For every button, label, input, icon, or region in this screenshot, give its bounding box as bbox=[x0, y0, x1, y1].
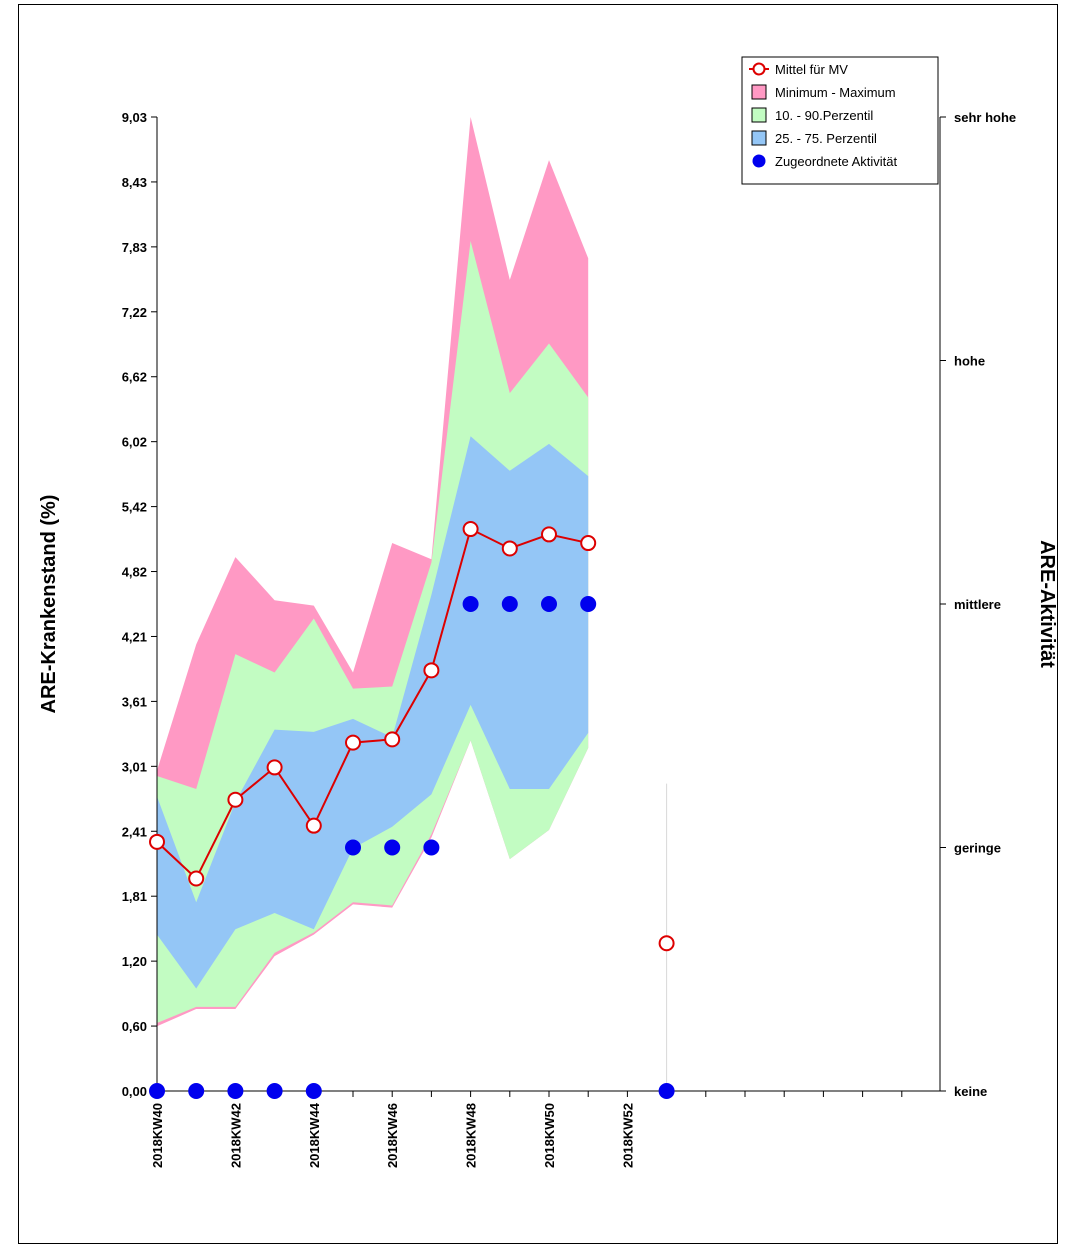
mean-series bbox=[149, 521, 675, 952]
y2-tick-label: sehr hohe bbox=[954, 110, 1016, 125]
legend-mean-marker bbox=[752, 62, 766, 76]
mean-point bbox=[149, 833, 165, 850]
y-tick-label: 6,62 bbox=[122, 370, 147, 385]
mean-point bbox=[541, 526, 557, 543]
mean-point bbox=[462, 521, 479, 538]
mean-point bbox=[266, 759, 283, 776]
x-tick-label: 2018KW50 bbox=[542, 1103, 557, 1168]
legend-label: Mittel für MV bbox=[775, 62, 848, 77]
legend-swatch-p10_90 bbox=[751, 107, 767, 123]
legend-activity-marker bbox=[752, 154, 766, 168]
mean-point bbox=[384, 731, 401, 748]
y-tick-label: 4,21 bbox=[122, 629, 147, 644]
y-tick-label: 0,60 bbox=[122, 1019, 147, 1034]
legend-label: 25. - 75. Perzentil bbox=[775, 131, 877, 146]
activity-point bbox=[541, 596, 557, 612]
y-tick-label: 8,43 bbox=[122, 175, 147, 190]
activity-point bbox=[501, 596, 518, 612]
x-tick-label: 2018KW52 bbox=[620, 1103, 635, 1168]
y-tick-label: 4,82 bbox=[122, 565, 147, 580]
x-tick-label: 2018KW48 bbox=[464, 1103, 479, 1168]
x-tick-label: 2018KW46 bbox=[385, 1103, 400, 1168]
activity-point bbox=[658, 1083, 675, 1099]
activity-series bbox=[149, 596, 675, 1099]
activity-point bbox=[305, 1083, 322, 1099]
y2-tick-label: mittlere bbox=[954, 597, 1001, 612]
legend-label: Zugeordnete Aktivität bbox=[775, 154, 898, 169]
legend-label: Minimum - Maximum bbox=[775, 85, 896, 100]
y-tick-label: 7,83 bbox=[122, 240, 147, 255]
mean-point bbox=[658, 935, 675, 952]
y-tick-label: 0,00 bbox=[122, 1084, 147, 1099]
mean-point bbox=[580, 535, 597, 552]
y-tick-label: 9,03 bbox=[122, 110, 147, 125]
legend: Mittel für MV Minimum - Maximum 10. - 90.P… bbox=[741, 56, 939, 185]
activity-point bbox=[227, 1083, 244, 1099]
y2-axis-title: ARE-Aktivität bbox=[1036, 540, 1058, 668]
y-tick-label: 5,42 bbox=[122, 500, 147, 515]
mean-point bbox=[345, 734, 361, 751]
legend-label: 10. - 90.Perzentil bbox=[775, 108, 873, 123]
x-tick-label: 2018KW42 bbox=[228, 1103, 243, 1168]
activity-point bbox=[188, 1083, 205, 1099]
legend-box bbox=[741, 56, 939, 185]
activity-point bbox=[345, 839, 361, 856]
activity-point bbox=[384, 839, 401, 856]
y-tick-label: 2,41 bbox=[122, 824, 147, 839]
mean-point bbox=[305, 817, 322, 834]
y-axis-title: ARE-Krankenstand (%) bbox=[38, 495, 60, 714]
y-tick-label: 7,22 bbox=[122, 305, 147, 320]
x-tick-label: 2018KW40 bbox=[150, 1103, 165, 1168]
activity-point bbox=[266, 1083, 283, 1099]
y2-tick-label: hohe bbox=[954, 354, 985, 369]
legend-swatch-minmax bbox=[751, 84, 767, 100]
axes: 0,00 0,60 1,20 1,81 2,41 3,01 3,61 4,21 4,82 5,42… bbox=[122, 110, 1016, 1168]
activity-point bbox=[423, 839, 440, 856]
band-p25-p75 bbox=[157, 436, 589, 989]
x-tick-label: 2018KW44 bbox=[307, 1102, 322, 1168]
mean-point bbox=[227, 791, 244, 808]
mean-point bbox=[423, 662, 440, 679]
mean-point bbox=[501, 540, 518, 557]
y-tick-label: 1,81 bbox=[122, 889, 147, 904]
y2-tick-label: keine bbox=[954, 1084, 987, 1099]
y-tick-label: 6,02 bbox=[122, 435, 147, 450]
mean-point bbox=[188, 870, 205, 887]
legend-swatch-p25_75 bbox=[751, 130, 767, 146]
y-tick-label: 1,20 bbox=[122, 954, 147, 969]
y-tick-label: 3,61 bbox=[122, 694, 147, 709]
activity-point bbox=[580, 596, 597, 612]
y2-tick-label: geringe bbox=[954, 841, 1001, 856]
activity-point bbox=[149, 1083, 165, 1099]
y-tick-label: 3,01 bbox=[122, 759, 147, 774]
activity-point bbox=[462, 596, 479, 612]
